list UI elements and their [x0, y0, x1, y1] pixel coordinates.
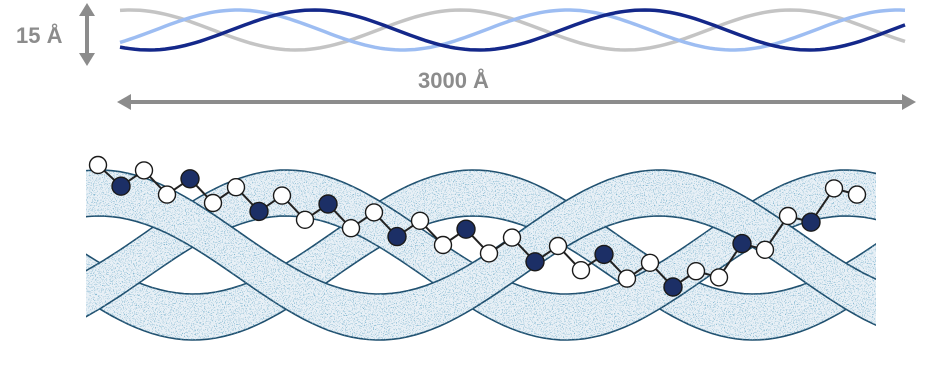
length-label: 3000 Å	[418, 67, 489, 93]
atom-light	[479, 244, 499, 263]
atom-light	[617, 269, 637, 288]
atom-light	[640, 253, 660, 272]
diameter-dimension: 15 Å	[16, 3, 95, 66]
atom-dark	[663, 277, 683, 297]
atom-light	[272, 186, 292, 205]
triple-helix-schematic	[119, 8, 906, 52]
fiber-ribbons	[86, 169, 876, 341]
collagen-fiber-illustration	[86, 155, 876, 341]
atom-light	[571, 261, 591, 280]
fiber-ribbon-stipple	[86, 170, 876, 340]
atom-light	[548, 236, 568, 256]
peptide-backbone-chain	[88, 155, 867, 297]
helix-strand-light-blue	[119, 8, 906, 52]
atom-light	[295, 210, 315, 230]
helix-strand-grey	[119, 8, 906, 52]
atom-light	[226, 177, 246, 197]
atom-light	[433, 235, 453, 255]
atom-light	[502, 228, 522, 247]
atom-light	[410, 211, 430, 231]
atom-light	[134, 161, 154, 180]
atom-light	[341, 218, 361, 238]
atom-dark	[525, 252, 545, 272]
atom-dark	[318, 194, 338, 214]
atom-light	[686, 262, 706, 281]
atom-dark	[387, 226, 407, 247]
length-dimension: 3000 Å	[117, 67, 916, 110]
diameter-label: 15 Å	[16, 22, 63, 48]
atom-dark	[801, 212, 821, 232]
atom-dark	[732, 233, 752, 254]
atom-light	[778, 206, 798, 226]
diameter-arrow-head-top	[79, 3, 95, 16]
atom-light	[847, 185, 867, 204]
atom-dark	[180, 169, 200, 189]
atom-light	[364, 203, 384, 222]
atom-light	[88, 155, 108, 175]
helix-strand-dark-blue	[119, 8, 906, 52]
fiber-ribbon-stipple	[86, 170, 876, 340]
atom-dark	[111, 176, 131, 196]
atom-light	[755, 240, 775, 260]
length-arrow-head-left	[117, 94, 131, 110]
atom-dark	[249, 201, 269, 222]
atom-light	[157, 185, 177, 204]
diameter-arrow-head-bottom	[79, 53, 95, 66]
atom-light	[709, 268, 729, 287]
atom-dark	[456, 219, 476, 239]
atom-light	[203, 193, 223, 213]
atom-light	[824, 179, 844, 198]
length-arrow-head-right	[902, 94, 916, 110]
atom-dark	[594, 244, 614, 265]
